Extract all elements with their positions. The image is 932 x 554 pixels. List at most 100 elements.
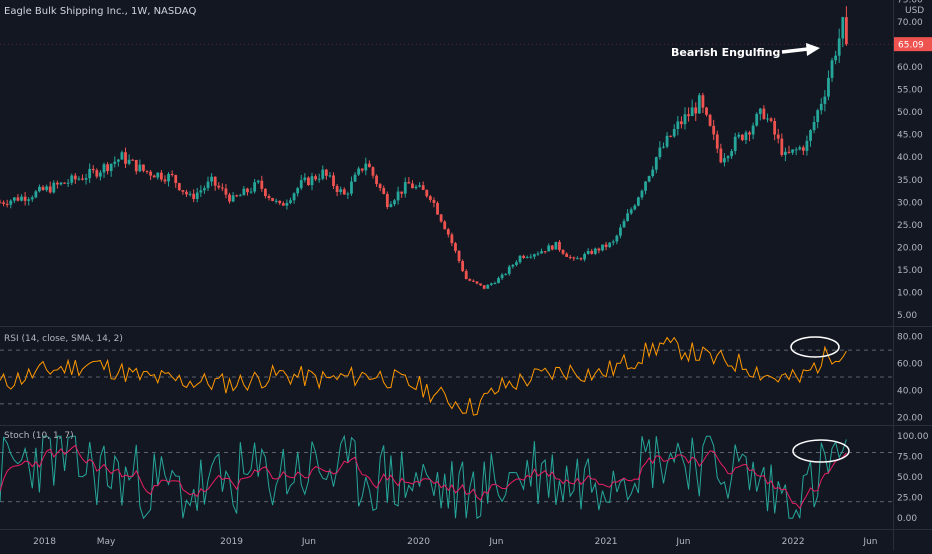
candle [597, 247, 601, 254]
candle [844, 6, 848, 46]
candle [174, 174, 178, 188]
candle [550, 244, 554, 251]
candle [407, 177, 411, 184]
candle [23, 192, 27, 206]
candle [583, 252, 586, 262]
right-arrow-head [806, 43, 820, 56]
candle [364, 157, 368, 176]
candle [339, 186, 343, 195]
candle [335, 183, 339, 197]
candle [120, 150, 124, 160]
candle [712, 119, 716, 141]
time-tick-label: 2019 [220, 537, 243, 547]
candle [626, 209, 630, 222]
candle [27, 197, 31, 206]
candle [167, 172, 170, 187]
candle [680, 116, 683, 129]
candle [124, 147, 127, 169]
candle [220, 183, 224, 192]
candle [246, 187, 249, 196]
candle [159, 169, 163, 182]
candle [837, 28, 841, 63]
candle [396, 186, 400, 205]
candle [357, 166, 361, 177]
candle [228, 192, 231, 204]
candle [558, 240, 561, 252]
candle [798, 145, 802, 151]
candle [91, 165, 95, 174]
candle [540, 248, 543, 254]
candle [622, 218, 626, 228]
candle [841, 16, 845, 48]
currency-label: USD [905, 6, 924, 16]
last-price-label: 65.09 [898, 41, 924, 51]
candle [332, 172, 335, 190]
candle [464, 269, 468, 280]
candle [278, 200, 282, 206]
candle [726, 154, 730, 163]
stoch-k-line [0, 434, 847, 520]
candle [568, 254, 572, 260]
candle [131, 158, 135, 161]
candle [421, 181, 425, 191]
candle [289, 197, 292, 205]
right-arrow-icon [781, 47, 809, 54]
candle [547, 243, 551, 252]
candle [116, 158, 120, 167]
time-tick-label: 2018 [33, 537, 56, 547]
candle [730, 149, 734, 159]
candle [30, 195, 34, 202]
candle [400, 191, 404, 198]
candle [360, 168, 364, 173]
price-tick-label: 35.00 [897, 176, 923, 186]
candle [669, 135, 673, 138]
candle [554, 241, 558, 250]
candle [497, 276, 500, 284]
candle [676, 116, 680, 136]
candle [694, 102, 698, 122]
candle [723, 153, 726, 167]
candle [242, 185, 246, 196]
candle [475, 281, 479, 285]
candle [9, 199, 13, 209]
candle [687, 107, 690, 122]
candle [586, 248, 590, 255]
candlestick-series [0, 6, 848, 290]
oscillator-tick-label: 100.00 [897, 432, 929, 442]
candle [543, 251, 547, 254]
candle [454, 241, 457, 254]
candle [0, 199, 2, 204]
candle [127, 154, 131, 166]
candle [34, 189, 38, 199]
candle [217, 182, 221, 190]
price-tick-label: 30.00 [897, 198, 923, 208]
candle [185, 189, 188, 198]
candle [63, 182, 66, 184]
candle [801, 145, 805, 155]
candle [479, 283, 482, 286]
candle [744, 130, 748, 145]
candle [633, 203, 637, 211]
stoch-pane [0, 434, 893, 520]
price-tick-label: 55.00 [897, 86, 923, 96]
candle [705, 106, 708, 117]
stoch-pane-title: Stoch (10, 1, 7) [4, 431, 74, 441]
candle [471, 279, 475, 282]
candle [296, 186, 300, 197]
candle [66, 179, 70, 188]
candle [755, 112, 759, 127]
candle [604, 241, 608, 251]
candle [192, 189, 196, 203]
candle [776, 128, 780, 144]
candle [751, 122, 755, 140]
candle [468, 278, 472, 282]
price-tick-label: 75.00 [897, 0, 923, 5]
candle [697, 92, 701, 114]
candle [134, 159, 138, 175]
candle [436, 201, 439, 215]
candle [787, 145, 791, 154]
candle [224, 183, 228, 199]
candle [446, 228, 450, 238]
